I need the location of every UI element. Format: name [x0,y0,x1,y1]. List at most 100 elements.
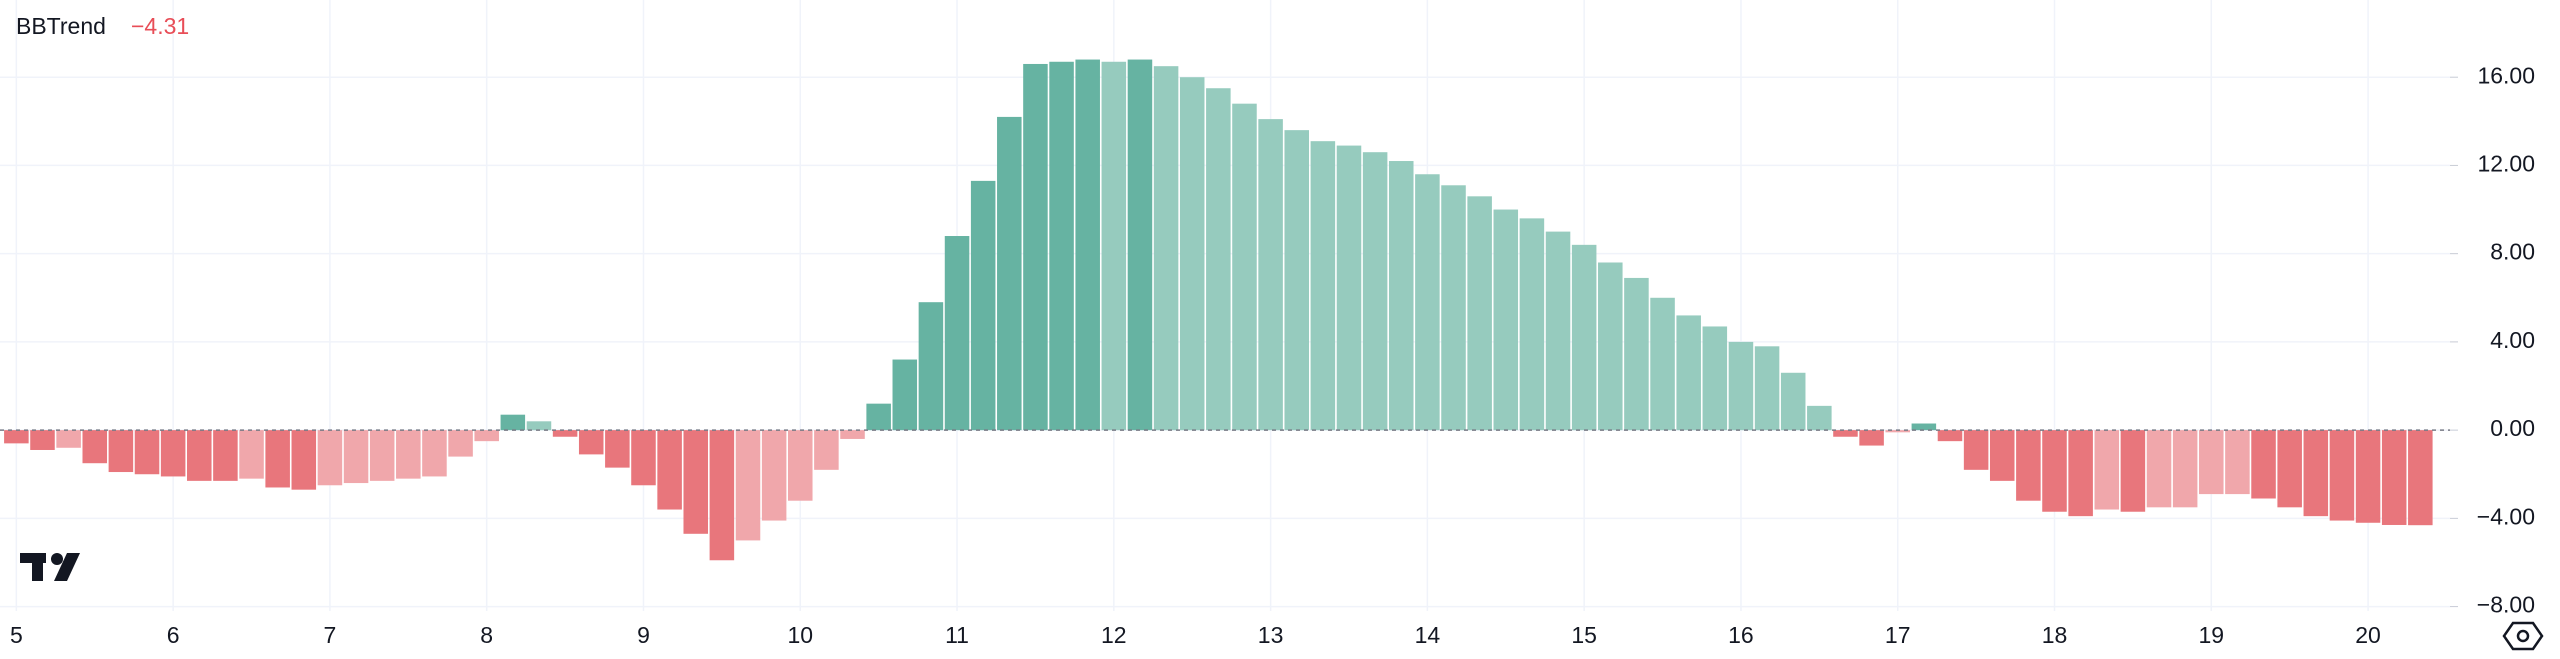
y-tick-label: 12.00 [2477,151,2535,177]
bar [2355,430,2381,523]
y-tick-label: 4.00 [2490,327,2535,353]
y-tick-label: 8.00 [2490,239,2535,265]
bar [1754,346,1780,431]
bar [422,430,447,477]
bar [56,430,81,448]
x-tick-label: 17 [1885,622,1911,648]
bar [213,430,238,481]
bar [369,430,395,481]
bar [396,430,421,479]
bar [2225,430,2250,495]
bar [918,302,944,431]
bar [4,430,29,444]
logo-part [54,553,80,581]
bar [1598,262,1623,431]
x-tick-label: 11 [945,622,969,648]
bar [709,430,735,561]
bar [997,116,1022,431]
bar [1153,66,1179,431]
bar [474,430,499,442]
bar [1023,63,1048,431]
bar [788,430,813,501]
y-tick-label: 16.00 [2477,62,2535,88]
chart-title: BBTrend [16,13,106,39]
bar [1310,141,1336,431]
bar [1336,145,1362,431]
settings-icon[interactable] [2502,621,2544,651]
x-tick-label: 7 [324,622,337,648]
bar [2094,430,2120,510]
bar [1467,196,1492,431]
bar [1206,88,1231,431]
bar [866,403,891,431]
bar [160,430,186,477]
bar [2120,430,2146,512]
y-tick-label: −8.00 [2477,592,2535,618]
bar [944,236,970,431]
gear-hole[interactable] [2516,629,2530,643]
bar [30,430,55,450]
bar [1415,174,1440,431]
bar [1075,59,1100,431]
bar [2068,430,2093,517]
bar [1728,341,1754,431]
bar [1284,130,1309,431]
bar [1571,244,1597,431]
bar [840,430,865,439]
logo-part [32,553,43,581]
bar [2408,430,2433,526]
bar [1258,119,1283,431]
bar [1127,59,1153,431]
bar [239,430,264,479]
bar [1963,430,1989,470]
gear-shape[interactable] [2502,621,2544,651]
bar [1937,430,1963,442]
bar [970,180,996,431]
bar [814,430,839,470]
bar [317,430,343,486]
bar [291,430,317,490]
x-tick-label: 13 [1258,622,1284,648]
bar [735,430,761,541]
bar [1650,297,1675,431]
bar [1179,77,1205,431]
bar [1493,209,1519,431]
y-tick-label: −4.00 [2477,503,2535,529]
x-tick-label: 5 [10,622,23,648]
bar [82,430,108,464]
bar [1545,231,1571,431]
bar [1624,277,1649,431]
x-tick-label: 10 [787,622,813,648]
bar [134,430,160,475]
x-tick-label: 12 [1101,622,1127,648]
bar [108,430,134,473]
bar [605,430,630,468]
bar [2277,430,2302,508]
bar [1232,103,1257,431]
x-tick-label: 18 [2042,622,2068,648]
bar [683,430,709,534]
y-tick-label: 0.00 [2490,415,2535,441]
bar [2016,430,2041,501]
bar [187,430,212,481]
bar [1859,430,1884,446]
bar [552,430,578,437]
bar [1780,372,1806,431]
bar [2329,430,2355,521]
bar [1911,423,1937,431]
bar [2042,430,2067,512]
logo [20,553,80,581]
last-value: −4.31 [131,13,189,39]
bar [448,430,473,457]
x-tick-label: 9 [637,622,650,648]
bar [1388,161,1414,431]
x-tick-label: 20 [2355,622,2381,648]
x-tick-label: 14 [1415,622,1441,648]
x-tick-label: 15 [1571,622,1597,648]
bar [265,430,290,488]
bar [2251,430,2276,499]
bar [2146,430,2172,508]
bar [1807,405,1832,431]
